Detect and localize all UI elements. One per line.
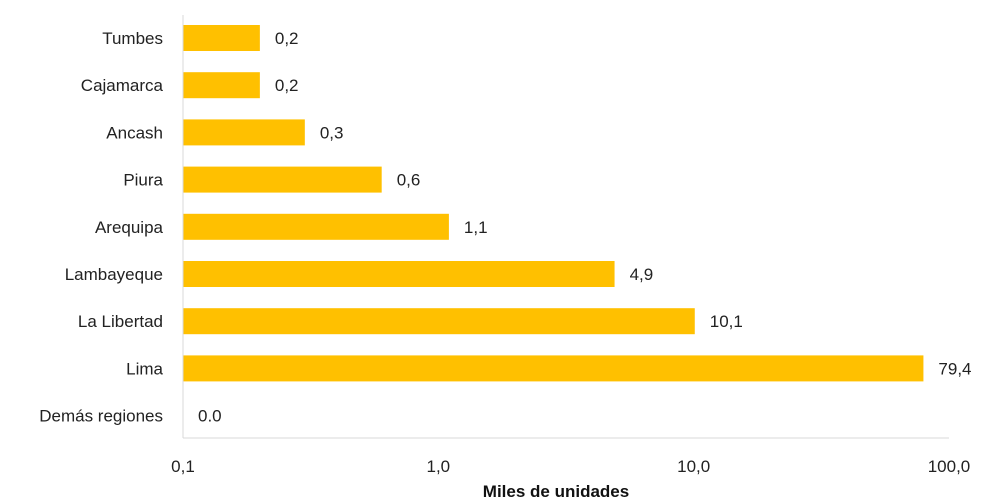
data-label: 10,1 <box>710 312 743 331</box>
data-label: 0.0 <box>198 407 222 426</box>
x-tick-label: 100,0 <box>928 457 971 476</box>
bar <box>183 119 305 146</box>
data-label: 1,1 <box>464 218 488 237</box>
x-tick-label: 10,0 <box>677 457 710 476</box>
x-axis-title: Miles de unidades <box>483 482 629 501</box>
bar <box>183 213 449 240</box>
bar <box>183 166 382 193</box>
bar <box>183 261 615 287</box>
category-label: Ancash <box>106 123 163 142</box>
data-label: 79,4 <box>938 359 971 378</box>
bar <box>183 355 924 382</box>
bar <box>183 72 260 99</box>
category-label: Tumbes <box>102 29 163 48</box>
category-label: Lima <box>126 359 163 378</box>
category-label: Demás regiones <box>39 407 163 426</box>
category-label: Arequipa <box>95 218 164 237</box>
data-label: 0,2 <box>275 29 299 48</box>
value-labels: 0,2 0,2 0,3 0,6 1,1 4,9 10,1 79,4 0.0 <box>198 29 972 426</box>
data-label: 0,3 <box>320 123 344 142</box>
x-tick-label: 1,0 <box>427 457 451 476</box>
data-label: 0,2 <box>275 76 299 95</box>
data-label: 0,6 <box>397 171 421 190</box>
category-label: La Libertad <box>78 312 163 331</box>
data-label: 4,9 <box>630 265 654 284</box>
x-tick-labels: 0,1 1,0 10,0 100,0 <box>171 457 970 476</box>
category-labels: Tumbes Cajamarca Ancash Piura Arequipa Lambay… <box>39 29 163 426</box>
x-tick-label: 0,1 <box>171 457 195 476</box>
bar <box>183 25 260 51</box>
bar <box>183 308 695 335</box>
category-label: Piura <box>123 171 163 190</box>
category-label: Lambayeque <box>65 265 163 284</box>
category-label: Cajamarca <box>81 76 164 95</box>
bars-group <box>183 25 924 382</box>
